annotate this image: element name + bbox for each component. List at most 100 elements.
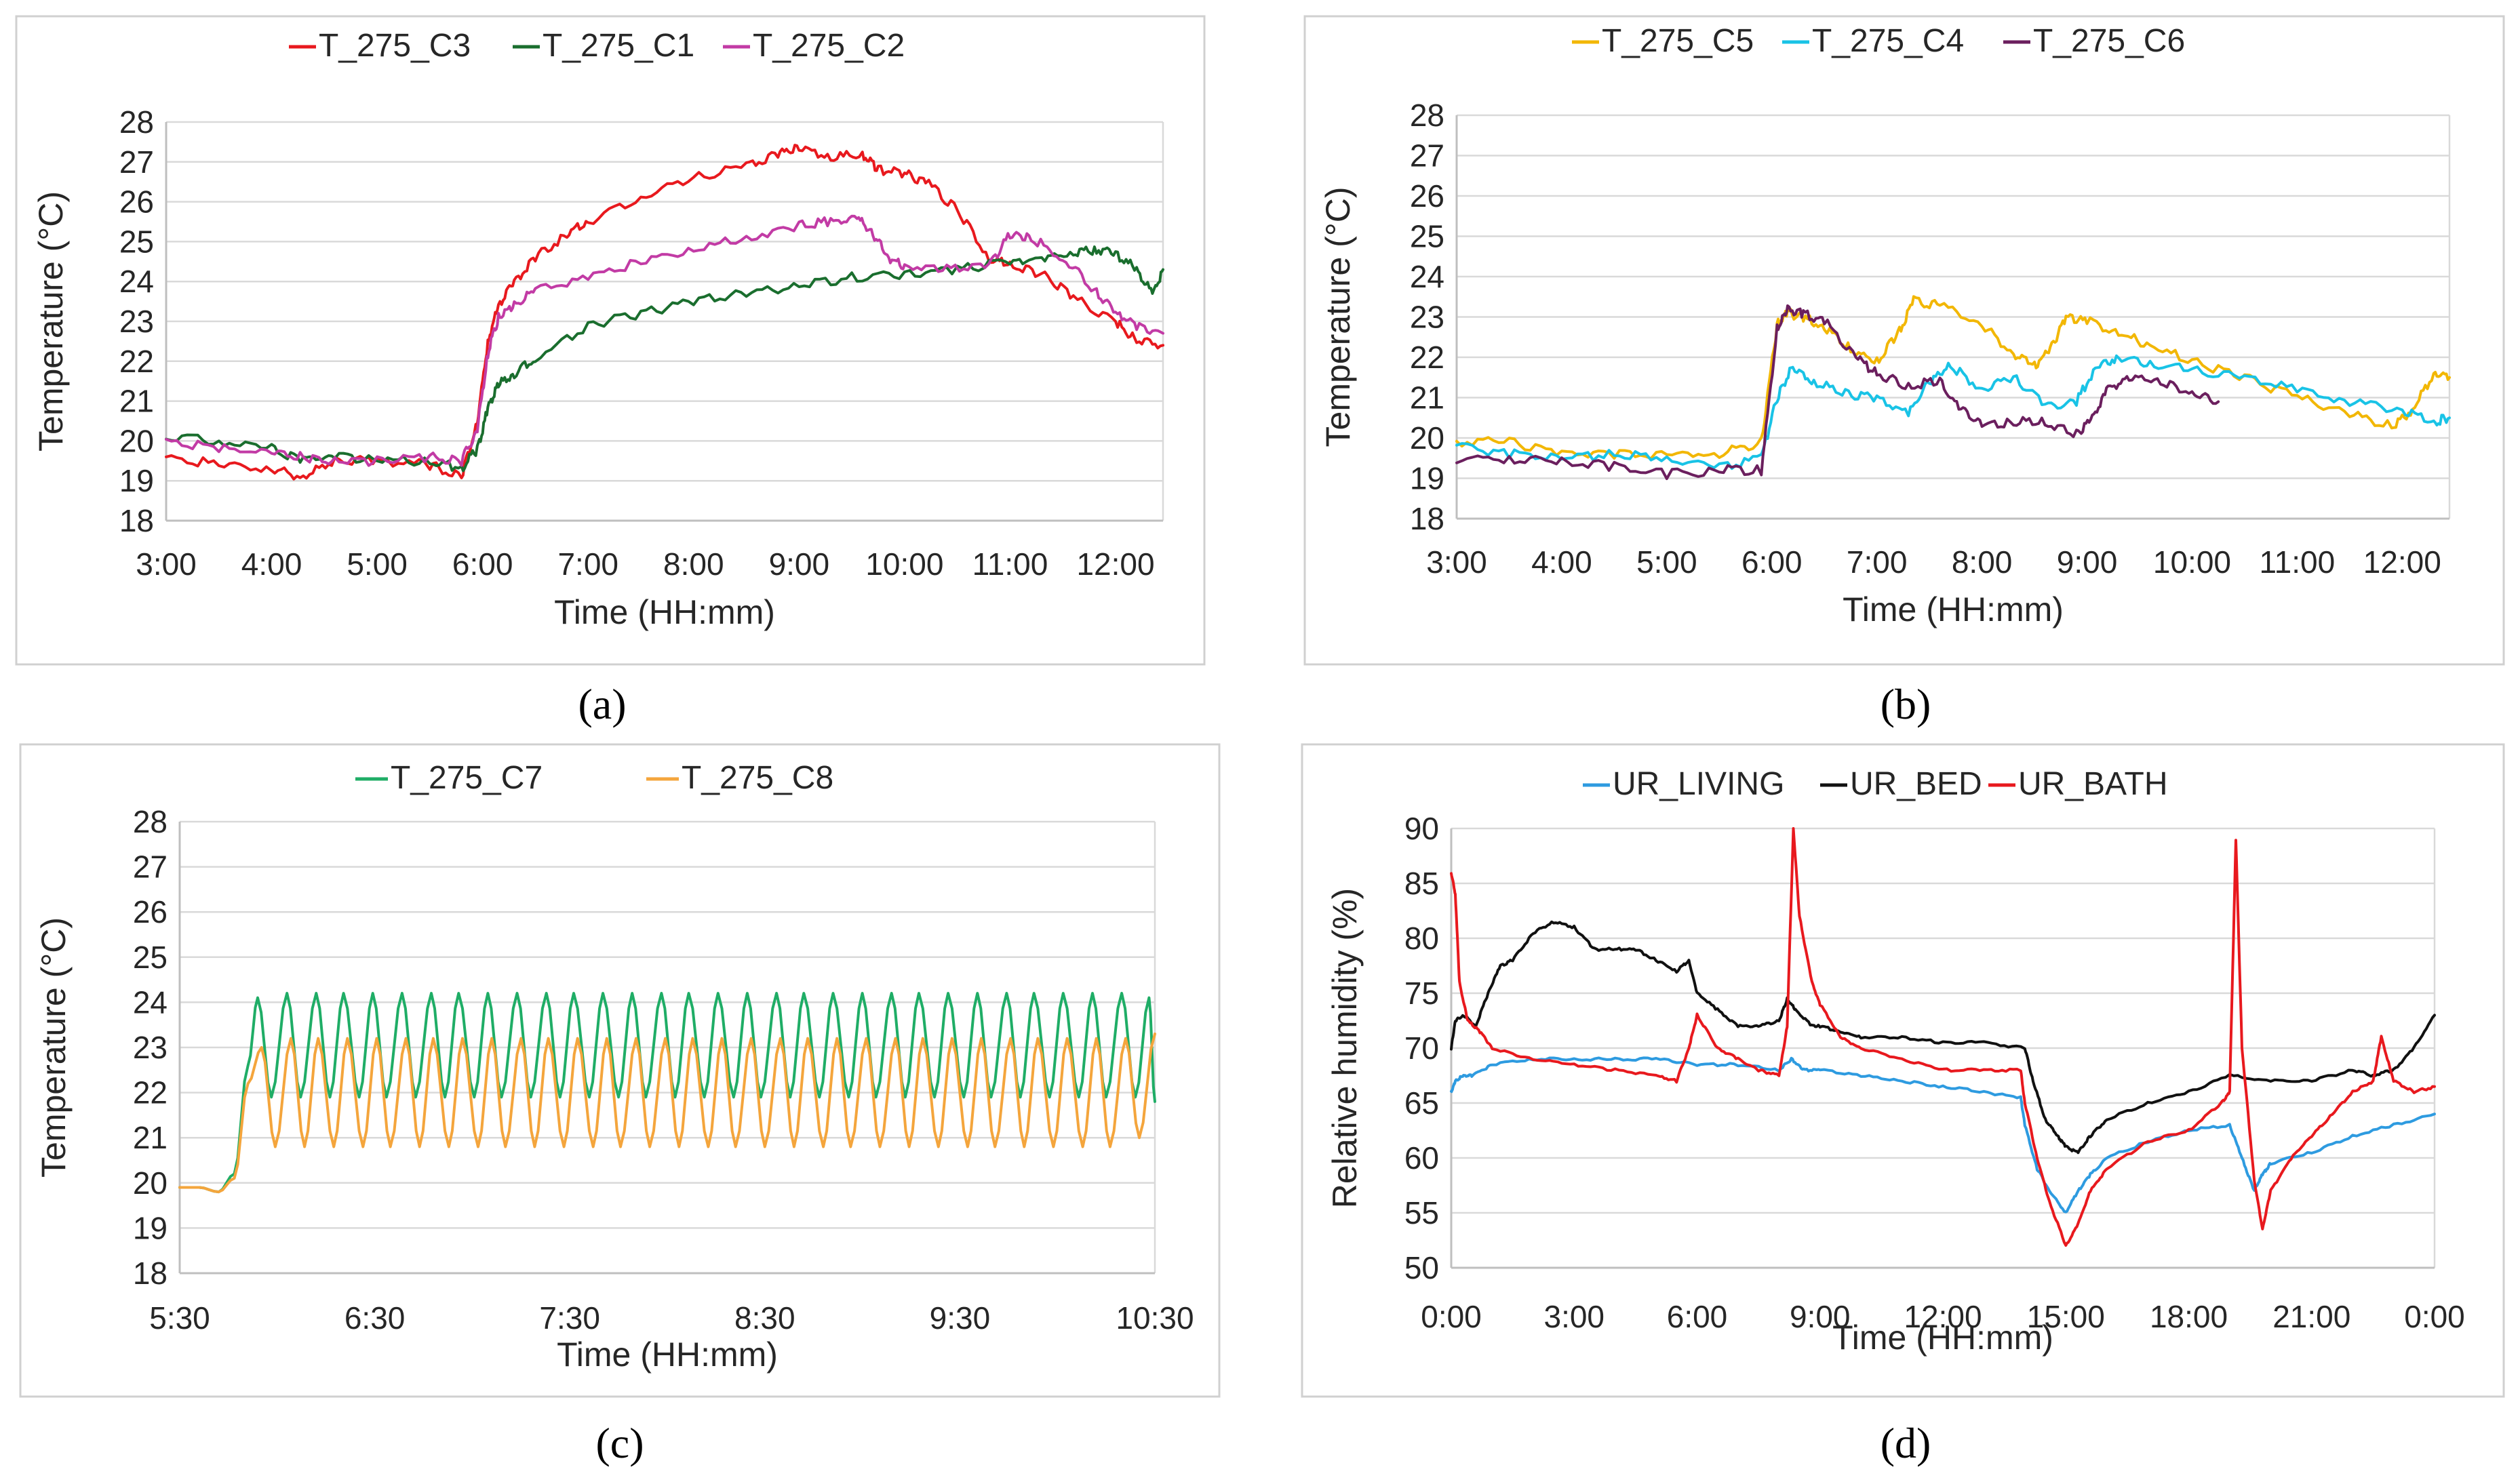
y-axis-title: Temperature (°C) xyxy=(1319,187,1357,447)
y-tick-label: 23 xyxy=(119,304,154,339)
y-tick-label: 26 xyxy=(133,894,168,929)
x-axis-title: Time (HH:mm) xyxy=(1843,590,2064,628)
y-tick-label: 60 xyxy=(1404,1140,1439,1176)
x-axis-title: Time (HH:mm) xyxy=(557,1336,778,1374)
y-tick-label: 27 xyxy=(133,849,168,885)
x-tick-label: 7:00 xyxy=(1847,544,1908,580)
series-line-t_275_c3 xyxy=(165,144,1164,481)
x-tick-label: 6:00 xyxy=(1667,1299,1728,1334)
x-tick-label: 4:00 xyxy=(241,546,302,582)
y-tick-label: 20 xyxy=(119,423,154,458)
legend-label: UR_BED xyxy=(1850,766,1982,802)
x-tick-label: 18:00 xyxy=(2150,1299,2228,1334)
y-tick-label: 28 xyxy=(1410,98,1444,133)
y-axis-title: Relative humidity (%) xyxy=(1326,888,1364,1208)
y-tick-label: 24 xyxy=(119,264,154,299)
panel-label: (c) xyxy=(595,1419,644,1467)
y-tick-label: 19 xyxy=(133,1210,168,1245)
y-tick-label: 21 xyxy=(1410,380,1444,416)
panel-label: (a) xyxy=(578,680,626,728)
x-tick-label: 5:00 xyxy=(347,546,408,582)
x-tick-label: 8:30 xyxy=(734,1300,795,1336)
y-tick-label: 27 xyxy=(1410,138,1444,174)
x-tick-label: 6:30 xyxy=(344,1300,406,1336)
panel-frame xyxy=(15,15,1206,666)
y-axis-title: Temperature (°C) xyxy=(35,917,73,1178)
y-tick-label: 18 xyxy=(133,1256,168,1291)
series-line-t_275_c7 xyxy=(178,992,1156,1194)
x-tick-label: 15:00 xyxy=(2027,1299,2105,1334)
y-tick-label: 26 xyxy=(1410,178,1444,214)
y-tick-label: 18 xyxy=(119,503,154,538)
legend-label: T_275_C3 xyxy=(319,28,471,64)
x-tick-label: 7:30 xyxy=(539,1300,600,1336)
x-tick-label: 12:00 xyxy=(1076,546,1154,582)
y-tick-label: 21 xyxy=(133,1120,168,1155)
x-tick-label: 6:00 xyxy=(452,546,513,582)
y-tick-label: 55 xyxy=(1404,1195,1439,1230)
series-line-t_275_c2 xyxy=(165,214,1164,467)
panel-frame xyxy=(1301,743,2505,1398)
y-tick-label: 27 xyxy=(119,144,154,180)
y-tick-label: 75 xyxy=(1404,976,1439,1011)
series-line-t_275_c5 xyxy=(1455,295,2451,460)
legend-label: UR_BATH xyxy=(2018,766,2167,802)
legend-label: T_275_C1 xyxy=(543,28,694,64)
x-tick-label: 5:00 xyxy=(1636,544,1697,580)
x-tick-label: 10:00 xyxy=(865,546,943,582)
series-line-t_275_c8 xyxy=(178,1033,1156,1194)
series-line-ur_bed xyxy=(1450,920,2436,1155)
y-tick-label: 23 xyxy=(1410,300,1444,335)
x-tick-label: 7:00 xyxy=(557,546,618,582)
x-tick-label: 9:30 xyxy=(930,1300,991,1336)
panel-frame xyxy=(1303,15,2505,666)
y-tick-label: 25 xyxy=(1410,219,1444,254)
legend-label: T_275_C4 xyxy=(1812,23,1964,59)
y-tick-label: 22 xyxy=(133,1075,168,1110)
y-tick-label: 24 xyxy=(133,984,168,1020)
y-tick-label: 28 xyxy=(133,804,168,839)
x-tick-label: 9:00 xyxy=(2057,544,2118,580)
x-tick-label: 8:00 xyxy=(1952,544,2013,580)
y-tick-label: 24 xyxy=(1410,259,1444,294)
x-tick-label: 4:00 xyxy=(1531,544,1592,580)
panel-label: (b) xyxy=(1881,680,1931,728)
x-tick-label: 3:00 xyxy=(1426,544,1487,580)
series-line-ur_bath xyxy=(1450,827,2436,1247)
x-tick-label: 9:00 xyxy=(1790,1299,1851,1334)
panel-frame xyxy=(19,743,1221,1398)
legend-label: T_275_C2 xyxy=(753,28,905,64)
y-tick-label: 23 xyxy=(133,1030,168,1065)
x-tick-label: 12:00 xyxy=(2363,544,2441,580)
y-tick-label: 85 xyxy=(1404,866,1439,901)
chart-panel-a: 18 19 20 21 22 23 24 25 26 27 28 3:00 4:00 5:00 6:00 7:… xyxy=(15,15,1206,728)
x-tick-label: 12:00 xyxy=(1904,1299,1982,1334)
x-tick-label: 3:00 xyxy=(1543,1299,1604,1334)
x-tick-label: 0:00 xyxy=(1421,1299,1482,1334)
legend-label: T_275_C7 xyxy=(391,760,543,796)
panel-label: (d) xyxy=(1881,1419,1931,1467)
y-tick-label: 20 xyxy=(1410,420,1444,456)
y-tick-label: 25 xyxy=(133,940,168,975)
y-tick-label: 19 xyxy=(1410,461,1444,496)
x-tick-label: 3:00 xyxy=(136,546,197,582)
series-line-ur_living xyxy=(1450,1056,2436,1214)
x-tick-label: 11:00 xyxy=(2260,544,2336,580)
y-tick-label: 19 xyxy=(119,463,154,498)
series-line-t_275_c4 xyxy=(1455,354,2451,470)
y-tick-label: 50 xyxy=(1404,1250,1439,1285)
y-tick-label: 80 xyxy=(1404,921,1439,956)
legend-label: T_275_C6 xyxy=(2033,23,2185,59)
y-tick-label: 22 xyxy=(1410,340,1444,375)
series-line-t_275_c6 xyxy=(1455,304,2220,481)
x-tick-label: 21:00 xyxy=(2272,1299,2350,1334)
chart-panel-d: 50 55 60 65 70 75 80 85 90 0:00 3:00 6:00 9:00 12:00 1… xyxy=(1301,743,2505,1467)
y-tick-label: 22 xyxy=(119,344,154,379)
x-tick-label: 5:30 xyxy=(149,1300,210,1336)
y-tick-label: 26 xyxy=(119,184,154,220)
x-tick-label: 10:30 xyxy=(1116,1300,1194,1336)
series-line-t_275_c1 xyxy=(165,245,1164,473)
x-tick-label: 10:00 xyxy=(2153,544,2231,580)
legend-label: UR_LIVING xyxy=(1613,766,1784,802)
